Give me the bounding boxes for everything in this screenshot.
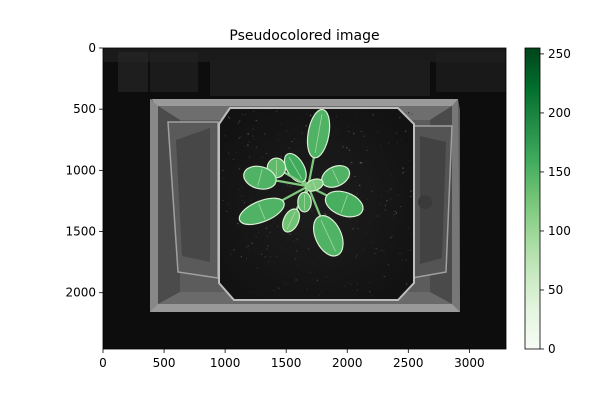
y-tick-label: 1000 xyxy=(65,163,96,177)
colorbar-tick-label: 250 xyxy=(548,47,571,61)
upper-left-leaf-1-vein xyxy=(288,156,303,180)
center-leaf-1-vein xyxy=(312,180,317,190)
colorbar-tick-label: 0 xyxy=(548,342,556,356)
colorbar-tick-label: 100 xyxy=(548,224,571,238)
x-axis: 0 500 1000 1500 2000 2500 3000 xyxy=(99,349,485,370)
y-tick-label: 1500 xyxy=(65,225,96,239)
x-tick-label: 1000 xyxy=(210,356,241,370)
lower-left-leaf-vein xyxy=(258,203,266,220)
x-tick-label: 3000 xyxy=(454,356,485,370)
bottom-leaf-vein xyxy=(320,220,336,252)
colorbar-axis: 0 50 100 150 200 250 xyxy=(540,47,571,356)
colorbar-tick-label: 200 xyxy=(548,106,571,120)
rosette-center xyxy=(305,183,312,190)
plant-mask xyxy=(238,108,364,257)
colorbar-tick-label: 50 xyxy=(548,283,563,297)
small-lower-leaf-vein xyxy=(286,211,296,230)
y-tick-label: 500 xyxy=(73,102,96,116)
left-leaf-vein xyxy=(257,169,263,187)
x-tick-label: 500 xyxy=(153,356,176,370)
chart-title: Pseudocolored image xyxy=(229,28,379,44)
y-tick-label: 2000 xyxy=(65,286,96,300)
x-tick-label: 2000 xyxy=(332,356,363,370)
x-tick-label: 2500 xyxy=(393,356,424,370)
colorbar xyxy=(524,47,541,350)
x-tick-label: 1500 xyxy=(271,356,302,370)
colorbar-tick-label: 150 xyxy=(548,165,571,179)
x-tick-label: 0 xyxy=(99,356,107,370)
right-lower-leaf-vein xyxy=(340,195,348,213)
top-leaf-vein xyxy=(314,114,323,153)
y-axis: 0 500 1000 1500 2000 xyxy=(65,41,103,300)
plot-frame xyxy=(102,47,507,350)
y-tick-label: 0 xyxy=(88,41,96,55)
image-background xyxy=(103,48,506,349)
right-leaf-vein xyxy=(331,169,340,184)
